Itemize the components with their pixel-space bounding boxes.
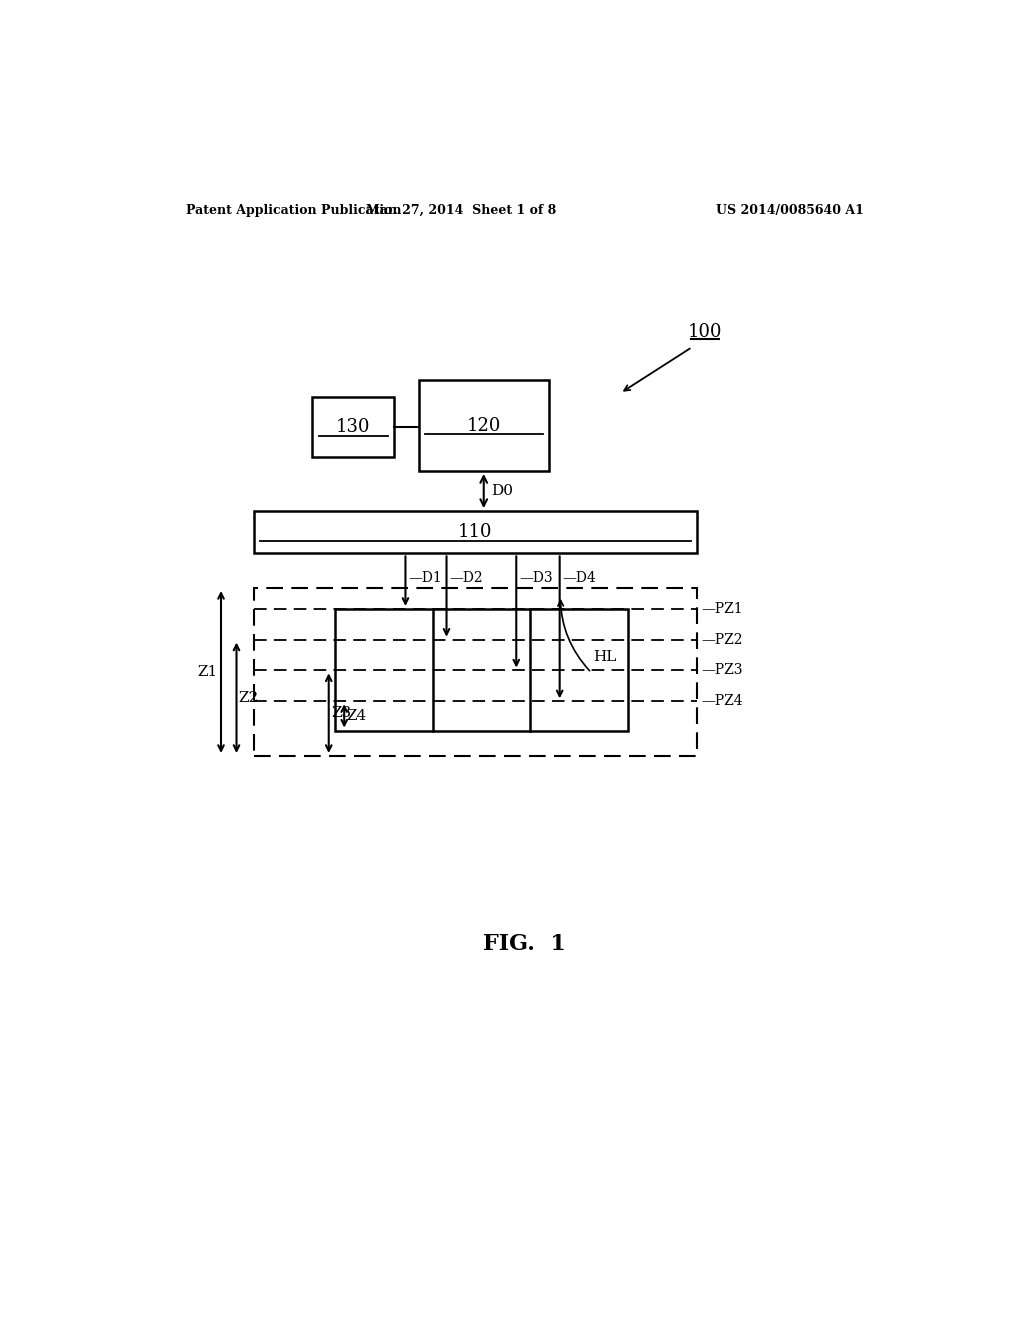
Text: —PZ2: —PZ2	[701, 632, 743, 647]
Text: Z1: Z1	[198, 665, 218, 678]
Text: FIG.  1: FIG. 1	[483, 933, 566, 954]
Text: US 2014/0085640 A1: US 2014/0085640 A1	[717, 205, 864, 218]
Bar	[419, 380, 549, 471]
Bar	[254, 589, 697, 756]
Text: 130: 130	[336, 418, 371, 436]
Text: Z3: Z3	[331, 706, 351, 721]
Text: —D4: —D4	[563, 572, 597, 585]
Text: 120: 120	[467, 417, 501, 434]
Text: Patent Application Publication: Patent Application Publication	[186, 205, 401, 218]
Text: Mar. 27, 2014  Sheet 1 of 8: Mar. 27, 2014 Sheet 1 of 8	[367, 205, 556, 218]
Bar	[312, 397, 394, 457]
Text: 110: 110	[458, 523, 493, 541]
Text: D0: D0	[492, 484, 513, 498]
Text: —D3: —D3	[519, 572, 553, 585]
Bar	[254, 511, 697, 553]
Bar	[335, 609, 628, 730]
Text: 100: 100	[688, 322, 723, 341]
Text: HL: HL	[593, 651, 616, 664]
Text: —PZ1: —PZ1	[701, 602, 743, 616]
Text: —D1: —D1	[409, 572, 442, 585]
Text: —PZ4: —PZ4	[701, 694, 743, 709]
Text: Z2: Z2	[239, 690, 259, 705]
Text: Z4: Z4	[346, 709, 367, 723]
Text: —PZ3: —PZ3	[701, 664, 743, 677]
Text: —D2: —D2	[450, 572, 483, 585]
